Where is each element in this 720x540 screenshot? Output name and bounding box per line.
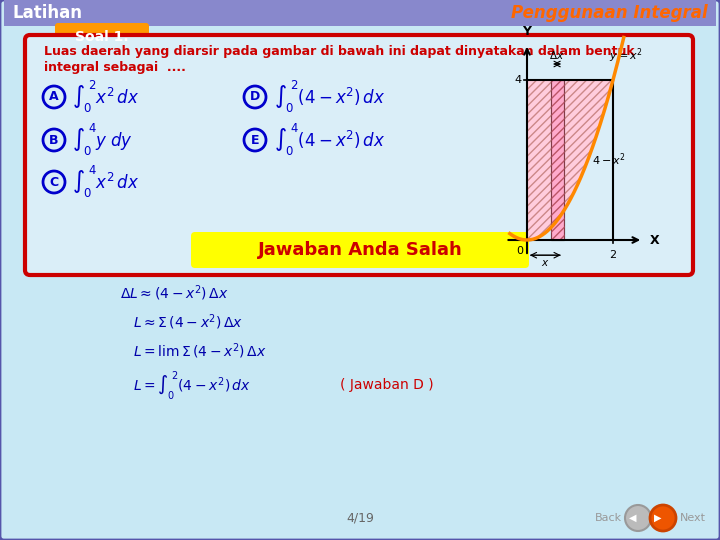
Text: Next: Next (680, 513, 706, 523)
Circle shape (43, 129, 65, 151)
Circle shape (43, 171, 65, 193)
Text: ◀: ◀ (629, 513, 636, 523)
Text: 4/19: 4/19 (346, 511, 374, 524)
Text: D: D (250, 91, 260, 104)
Text: 2: 2 (609, 250, 616, 260)
Text: Y: Y (523, 25, 531, 38)
Text: $4-x^2$: $4-x^2$ (592, 152, 626, 168)
Text: Luas daerah yang diarsir pada gambar di bawah ini dapat dinyatakan dalam bentuk: Luas daerah yang diarsir pada gambar di … (44, 45, 634, 58)
Text: ( Jawaban D ): ( Jawaban D ) (340, 378, 433, 392)
Text: 4: 4 (515, 75, 522, 85)
Text: $L = \lim\,\Sigma\,(4 - x^2)\,\Delta x$: $L = \lim\,\Sigma\,(4 - x^2)\,\Delta x$ (133, 341, 266, 361)
Text: $\int_0^{\,4} x^2\,dx$: $\int_0^{\,4} x^2\,dx$ (72, 164, 140, 200)
Text: Jawaban Anda Salah: Jawaban Anda Salah (258, 241, 462, 259)
Circle shape (650, 505, 676, 531)
Text: $\int_0^{\,4} y\;dy$: $\int_0^{\,4} y\;dy$ (72, 122, 132, 158)
Polygon shape (527, 80, 613, 240)
Text: E: E (251, 133, 259, 146)
Circle shape (43, 86, 65, 108)
Bar (4, 0, 716, 26)
Text: Soal 1.: Soal 1. (75, 30, 129, 44)
Text: $x$: $x$ (541, 258, 549, 268)
Text: ▶: ▶ (654, 513, 662, 523)
Text: $\int_0^{\,2}(4-x^2)\,dx$: $\int_0^{\,2}(4-x^2)\,dx$ (274, 79, 385, 115)
Text: Back: Back (595, 513, 622, 523)
Circle shape (625, 505, 651, 531)
Text: X: X (649, 233, 660, 246)
Bar (551, 80, 564, 240)
FancyBboxPatch shape (55, 23, 149, 51)
Text: 0: 0 (516, 246, 523, 256)
FancyBboxPatch shape (25, 35, 693, 275)
Circle shape (244, 129, 266, 151)
Text: $L \approx \Sigma\,(4 - x^2)\,\Delta x$: $L \approx \Sigma\,(4 - x^2)\,\Delta x$ (133, 312, 243, 332)
Text: A: A (49, 91, 59, 104)
Text: $\Delta L \approx (4 - x^2)\,\Delta x$: $\Delta L \approx (4 - x^2)\,\Delta x$ (120, 283, 228, 303)
Text: Penggunaan Integral: Penggunaan Integral (511, 4, 708, 22)
Text: $\int_0^{\,4}(4-x^2)\,dx$: $\int_0^{\,4}(4-x^2)\,dx$ (274, 122, 385, 158)
Text: B: B (49, 133, 59, 146)
FancyBboxPatch shape (191, 232, 529, 268)
Text: Latihan: Latihan (12, 4, 82, 22)
Text: $L = \int_0^{\,2}(4 - x^2)\,dx$: $L = \int_0^{\,2}(4 - x^2)\,dx$ (133, 368, 251, 402)
Circle shape (244, 86, 266, 108)
Text: $\Delta x$: $\Delta x$ (549, 49, 564, 61)
Text: $\int_0^{\,2} x^2\,dx$: $\int_0^{\,2} x^2\,dx$ (72, 79, 140, 115)
Text: $y=x^2$: $y=x^2$ (608, 46, 642, 65)
Text: integral sebagai  ....: integral sebagai .... (44, 62, 186, 75)
Text: C: C (50, 176, 58, 188)
Bar (551, 80, 564, 240)
